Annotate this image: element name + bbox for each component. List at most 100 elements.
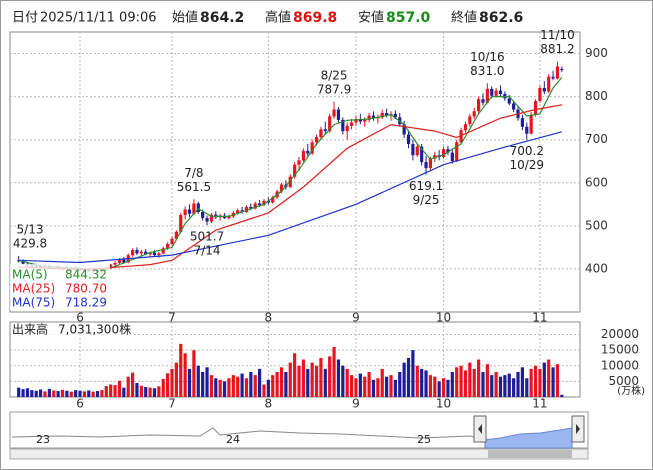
volume-bar [485,364,489,397]
navigator[interactable] [9,411,589,460]
candle-body [314,137,319,143]
volume-bar [520,367,524,397]
candle-body [485,88,489,103]
candle-body [323,129,327,132]
candle-body [341,119,345,132]
volume-bar [240,373,244,397]
volume-bar [130,372,135,397]
candle-body [271,197,275,203]
volume-bar [284,372,288,397]
volume-bar [525,378,529,397]
annotation-date: 7/8 [184,166,203,180]
volume-bar [301,359,305,397]
volume-bar [249,372,253,397]
x-tick-label: 9 [352,311,360,325]
volume-bar [82,391,86,397]
volume-bar [104,386,108,397]
candle-body [525,126,529,134]
volume-bar [349,375,354,397]
candle-body [420,146,424,163]
arrow-left [478,424,482,434]
field-label: 終値 [451,10,477,26]
volume-bar [398,372,402,397]
annotation-date: 8/25 [321,68,348,82]
volume-bar [406,357,411,397]
candle-body [109,264,113,268]
candle-body [507,98,511,104]
volume-bar [533,365,538,397]
volume-bar [126,376,130,397]
volume-bar [363,376,367,397]
volume-bar [25,388,30,397]
candle-body [157,253,161,256]
candle-body [328,116,332,132]
volume-bar [371,379,376,397]
volume-bar [262,384,266,397]
candle-body [209,214,214,222]
volume-bar [279,367,284,397]
volume-bar [201,372,205,397]
candle-body [249,206,253,209]
annotation-value: 561.5 [177,180,211,194]
volume-bar [455,367,459,397]
volume-bar [516,372,520,397]
scrollbar[interactable] [9,448,589,460]
candle-body [170,238,174,244]
volume-bar [503,375,507,397]
candle-body [345,125,349,132]
candle-body [288,176,292,188]
volume-bar [441,378,446,397]
volume-bar [481,372,485,397]
candle-body [122,259,126,263]
y-tick-label: 20000 [601,327,639,341]
volume-bar [341,365,345,397]
candle-body [441,149,446,157]
annotation-date: 5/13 [17,223,44,237]
scroll-thumb[interactable] [488,450,572,458]
volume-bar [144,387,148,397]
candle-body [529,114,533,134]
volume-bar [148,387,152,397]
volume-bar [428,375,433,397]
volume-bar [152,388,157,397]
candle-body [166,243,170,249]
candle-body [192,203,196,214]
volume-bar [512,378,516,397]
volume-bar [547,359,551,397]
volume-bar [310,362,314,397]
volume-bar [17,387,21,397]
volume-bar [161,378,165,397]
volume-bar [393,379,397,397]
volume-bar [328,356,332,397]
legend-value: 844.32 [65,268,107,282]
x-tick-label: 7 [168,397,176,411]
x-tick-label: 8 [265,397,273,411]
volume-bar [222,381,227,397]
candle-body [319,129,323,138]
volume-bar [380,368,384,397]
volume-bar [367,372,371,397]
volume-bar [74,390,78,397]
candle-body [227,216,231,219]
field-value: 857.0 [386,10,431,26]
volume-title-bg [11,323,133,337]
volume-bar [402,362,406,397]
candle-body [380,112,384,118]
volume-bar [468,362,472,397]
volume-bar [376,378,380,397]
candle-body [490,88,494,96]
volume-bar [306,368,310,397]
legend-name: MA(5) [12,268,48,282]
candle-body [179,215,183,232]
volume-bar [529,368,533,397]
candle-body [459,130,463,143]
field-value: 869.8 [293,10,337,26]
volume-bar [187,368,192,397]
candle-body [385,112,389,116]
y-tick-label: 10000 [601,358,639,372]
candle-body [367,115,371,120]
volume-bar [34,390,38,397]
candle-body [406,134,411,144]
candle-body [542,88,546,92]
